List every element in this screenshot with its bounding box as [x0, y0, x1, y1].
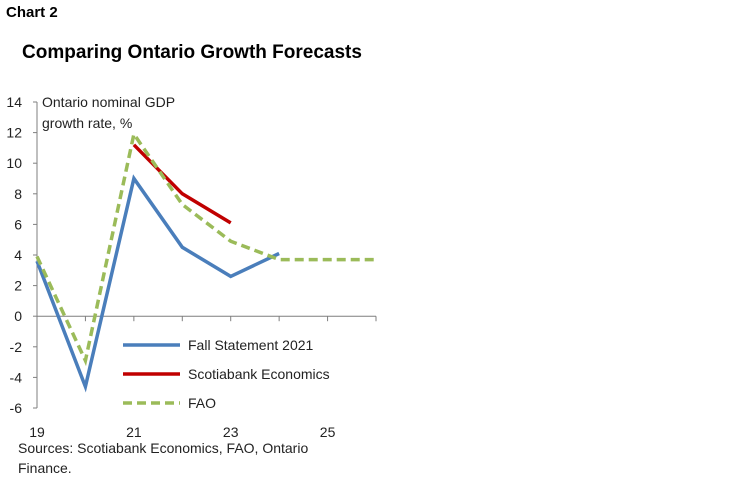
- series-line-3: [35, 129, 376, 367]
- legend: Fall Statement 2021 Scotiabank Economics F…: [123, 337, 330, 411]
- series-line-2: [132, 143, 232, 225]
- legend-label: FAO: [188, 395, 216, 411]
- y-axis-label-line-1: Ontario nominal GDP: [42, 94, 175, 110]
- series-layer: [35, 129, 377, 393]
- y-tick-label: 2: [14, 278, 22, 294]
- legend-label: Fall Statement 2021: [188, 337, 314, 353]
- series-line-1: [35, 174, 280, 393]
- chart-number: Chart 2: [6, 4, 58, 21]
- y-tick-label: -6: [10, 400, 23, 416]
- x-tick-label: 23: [223, 424, 239, 440]
- y-tick-label: 4: [14, 247, 22, 263]
- y-axis-label-line-2: growth rate, %: [42, 115, 132, 131]
- x-tick-label: 19: [29, 424, 45, 440]
- axes: 14 12 10 8 6 4 2 0 -2 -4 -6 19 21 23 25: [6, 94, 377, 440]
- x-tick-label: 21: [126, 424, 142, 440]
- y-tick-label: -2: [10, 339, 23, 355]
- chart-title: Comparing Ontario Growth Forecasts: [22, 42, 362, 63]
- x-tick-label: 25: [320, 424, 336, 440]
- y-tick-label: 14: [6, 94, 22, 110]
- y-tick-label: 0: [14, 308, 22, 324]
- y-tick-label: 12: [6, 125, 22, 141]
- y-tick-label: 10: [6, 155, 22, 171]
- y-tick-label: 8: [14, 186, 22, 202]
- legend-label: Scotiabank Economics: [188, 366, 330, 382]
- y-tick-label: -4: [10, 369, 23, 385]
- y-tick-label: 6: [14, 216, 22, 232]
- source-note: Sources: Scotiabank Economics, FAO, Onta…: [18, 440, 309, 476]
